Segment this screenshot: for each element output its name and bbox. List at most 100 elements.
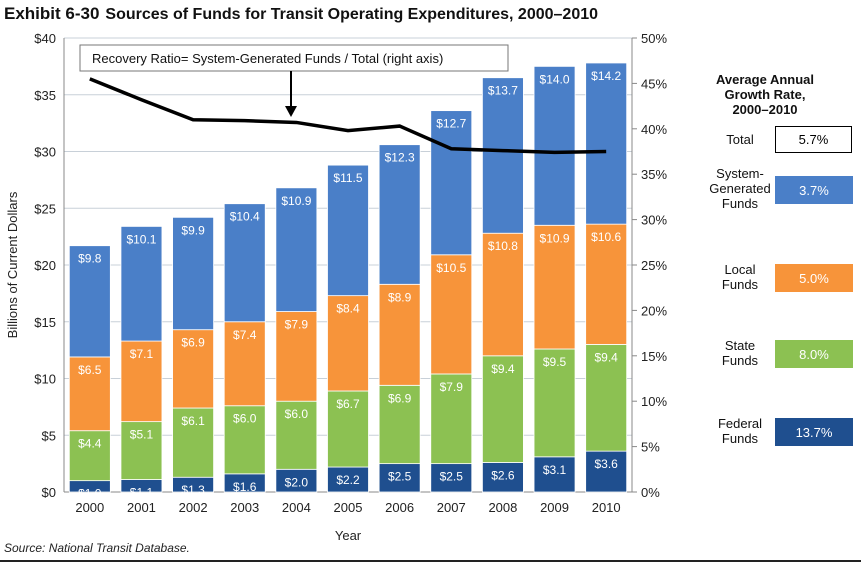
data-label: $7.4 (233, 328, 257, 342)
legend-label: Total (726, 132, 754, 147)
legend-growth-value: 8.0% (775, 340, 853, 368)
bar-federal-funds (378, 463, 421, 493)
bar-system-generated-funds (120, 226, 163, 342)
data-label: $3.1 (543, 463, 567, 477)
legend-label: System-Generated Funds (709, 166, 771, 211)
data-label: $11.5 (333, 171, 362, 185)
bar-system-generated-funds (378, 144, 421, 285)
data-label: $14.0 (540, 72, 570, 86)
data-label: $2.2 (336, 473, 360, 487)
data-label: $14.2 (591, 69, 621, 83)
y2-tick-label: 20% (641, 303, 667, 318)
data-label: $10.5 (436, 261, 466, 275)
data-label: $8.9 (388, 290, 412, 304)
data-label: $3.6 (595, 457, 619, 471)
data-label: $10.1 (126, 232, 156, 246)
bar-federal-funds (430, 463, 473, 493)
bar-system-generated-funds (482, 77, 524, 234)
x-tick-label: 2006 (385, 500, 414, 515)
data-label: $10.6 (591, 230, 621, 244)
y-tick-label: $25 (34, 201, 56, 216)
y2-tick-label: 35% (641, 167, 667, 182)
data-label: $10.8 (488, 239, 518, 253)
bar-local-funds (327, 295, 369, 392)
legend-label: Federal Funds (717, 416, 763, 446)
y2-tick-label: 10% (641, 394, 667, 409)
data-label: $5.1 (130, 428, 154, 442)
bar-local-funds (172, 329, 214, 409)
bar-federal-funds (482, 462, 524, 493)
data-label: $6.9 (388, 391, 412, 405)
data-label: $6.5 (78, 363, 102, 377)
x-tick-label: 2009 (540, 500, 569, 515)
data-label: $9.8 (78, 252, 102, 266)
legend-growth-value: 3.7% (775, 176, 853, 204)
bar-state-funds (68, 430, 111, 482)
bar-system-generated-funds (275, 187, 318, 312)
y2-tick-label: 0% (641, 485, 660, 500)
x-tick-label: 2003 (230, 500, 259, 515)
annotation-box (79, 44, 509, 72)
bar-state-funds (585, 344, 628, 452)
data-label: $1.0 (78, 487, 102, 501)
bar-system-generated-funds (223, 203, 266, 323)
y-axis-label: Billions of Current Dollars (5, 191, 20, 338)
data-label: $12.3 (385, 151, 415, 165)
data-label: $4.4 (78, 437, 102, 451)
title-text: Sources of Funds for Transit Operating E… (105, 6, 599, 23)
bar-local-funds (430, 254, 473, 375)
legend-title: Average Annual Growth Rate, 2000–2010 (715, 72, 814, 117)
legend-growth-value: 5.7% (775, 126, 852, 153)
x-tick-label: 2007 (437, 500, 466, 515)
bar-federal-funds (533, 456, 576, 493)
y-tick-label: $10 (34, 372, 56, 387)
data-label: $6.0 (285, 407, 309, 421)
x-tick-label: 2008 (488, 500, 517, 515)
data-label: $10.4 (230, 210, 260, 224)
data-label: $6.1 (181, 414, 205, 428)
bar-system-generated-funds (172, 216, 214, 331)
y2-tick-label: 25% (641, 258, 667, 273)
bar-local-funds (120, 340, 163, 423)
bar-local-funds (482, 232, 524, 357)
y-tick-label: $20 (34, 258, 56, 273)
data-label: $9.4 (491, 362, 515, 376)
legend-growth-value: 13.7% (775, 418, 853, 446)
bar-state-funds (172, 407, 214, 478)
x-tick-label: 2000 (75, 500, 104, 515)
data-label: $2.5 (440, 470, 464, 484)
data-label: $6.7 (336, 397, 360, 411)
bar-system-generated-funds (533, 65, 576, 226)
x-axis-label: Year (335, 528, 362, 540)
data-label: $10.9 (540, 231, 570, 245)
y2-tick-label: 15% (641, 349, 667, 364)
divider (0, 560, 861, 562)
x-tick-label: 2002 (179, 500, 208, 515)
y2-tick-label: 5% (641, 440, 660, 455)
data-label: $6.9 (181, 336, 205, 350)
y-tick-label: $40 (34, 31, 56, 46)
data-label: $12.7 (436, 117, 466, 131)
recovery-ratio-line (89, 77, 607, 155)
x-tick-label: 2005 (334, 500, 363, 515)
data-label: $7.1 (130, 347, 154, 361)
data-label: $1.1 (130, 486, 154, 500)
stacked-bar-chart: $0 $5 $10 $15 $20 $25 $30 $35 $40 0% 5% 10% 15% 20% 25… (5, 31, 667, 540)
bar-local-funds (533, 224, 576, 350)
y-tick-label: $0 (42, 485, 56, 500)
bar-federal-funds (327, 466, 369, 493)
bar-system-generated-funds (430, 110, 473, 256)
data-label: $1.6 (233, 480, 257, 494)
annotation-arrowhead (285, 106, 297, 117)
data-label: $8.4 (336, 302, 360, 316)
bar-system-generated-funds (68, 245, 111, 358)
bar-state-funds (378, 384, 421, 465)
data-label: $1.3 (181, 483, 205, 497)
legend-label: Local Funds (721, 262, 759, 292)
bar-state-funds (223, 405, 266, 475)
data-label: $9.5 (543, 355, 567, 369)
bar-federal-funds (585, 450, 628, 493)
legend-label: State Funds (721, 338, 759, 368)
bar-state-funds (482, 355, 524, 463)
